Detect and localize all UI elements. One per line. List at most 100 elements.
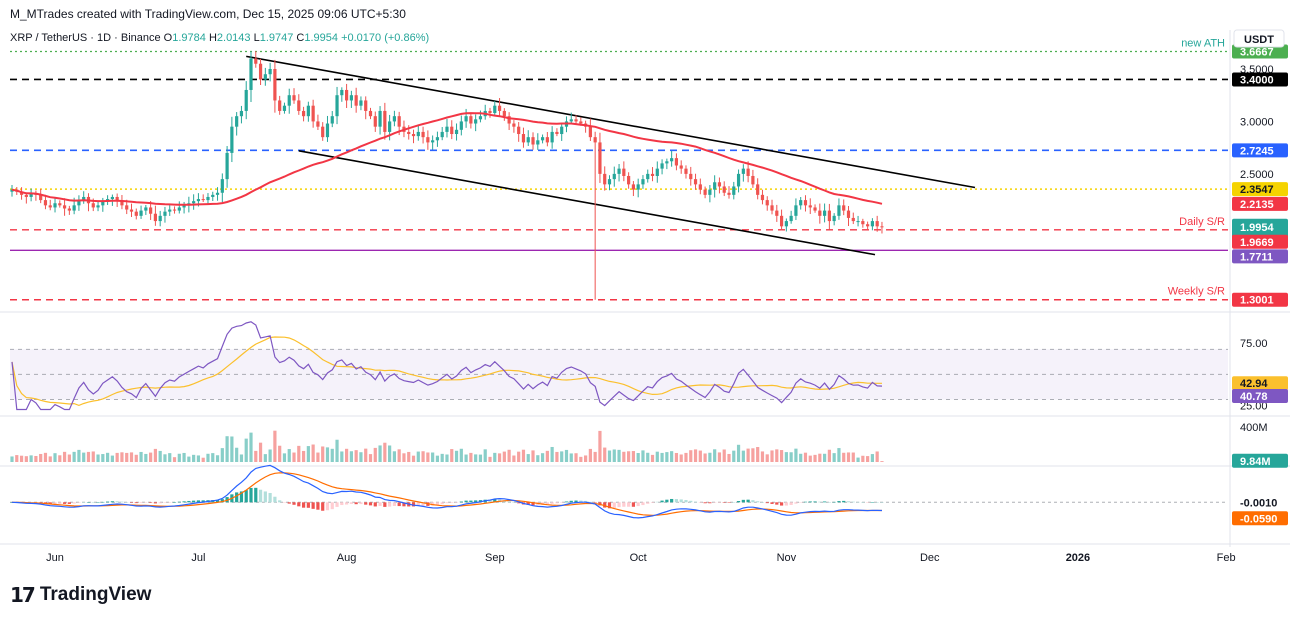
candle-body [416,131,420,137]
volume-bar [440,453,444,462]
volume-bar [263,454,267,462]
ma-line [11,112,883,206]
macd-histogram-bar [340,502,344,506]
macd-histogram-bar [86,502,91,503]
candle-body [502,110,506,117]
candle-body [39,194,43,201]
candle-body [569,119,573,122]
volume-bar [106,452,110,462]
candle-body [43,200,48,206]
candle-body [665,161,669,164]
legend-c-label: C [296,32,304,44]
chart-attribution: M_MTrades created with TradingView.com, … [10,7,406,21]
macd-histogram-bar [775,502,779,505]
candle-body [349,95,353,101]
candle-body [435,137,440,141]
volume-bar [278,445,282,462]
candle-body [717,182,722,187]
macd-histogram-bar [201,500,205,503]
candle-body [378,110,382,127]
macd-histogram-bar [799,502,803,503]
time-axis-label-6: Dec [920,552,940,564]
candle-body [149,207,153,214]
volume-bar [808,455,812,462]
candle-body [751,175,755,185]
macd-tag: -0.0010 [1240,497,1277,509]
macd-histogram-bar [550,502,554,504]
macd-histogram-bar [636,502,640,507]
volume-bar [588,448,592,462]
candle-body [870,221,874,227]
macd-histogram-bar [622,502,626,507]
candle-body [101,201,105,206]
price-tag-0: 3.6667 [1240,46,1274,58]
macd-histogram-bar [713,502,717,503]
macd-histogram-bar [411,502,416,507]
macd-histogram-bar [292,502,296,505]
signal-tag-bg [1232,511,1288,526]
candle-body [445,126,449,132]
candle-body [875,221,879,227]
volume-bar [392,451,396,462]
macd-histogram-bar [440,502,444,505]
macd-histogram-bar [784,502,788,506]
volume-bar [612,449,616,462]
volume-bar [521,449,526,462]
volume-bar [306,446,310,462]
candle-body [407,131,411,135]
volume-bar [564,449,569,462]
candle-body [450,126,454,135]
candle-body [230,126,234,153]
candle-body [646,173,650,180]
candle-body [58,203,62,206]
volume-bar [526,454,530,462]
macd-histogram-bar [268,492,272,503]
macd-histogram-bar [627,502,631,507]
candle-body [598,142,602,174]
volume-bar [650,454,655,462]
macd-histogram-bar [158,502,162,504]
price-tag-3: 2.3547 [1240,184,1274,196]
time-axis-label-7: 2026 [1066,552,1090,564]
candle-body [268,68,272,75]
candle-body [765,200,769,206]
volume-bar [870,454,874,462]
candle-body [297,100,301,111]
volume-bar [96,454,100,462]
volume-bar [53,453,57,462]
symbol-legend-text: XRP / TetherUS · 1D · Binance O1.9784 H2… [10,32,429,44]
candle-body [454,129,459,135]
macd-histogram-bar [493,499,497,503]
volume-bar [741,450,745,462]
volume-bar [875,451,879,462]
candle-body [784,221,788,227]
candle-body [464,116,468,122]
macd-histogram-bar [741,499,745,503]
macd-histogram-bar [182,501,186,503]
macd-histogram-bar [727,502,731,503]
macd-histogram-bar [330,502,334,510]
volume-bar [39,453,43,462]
price-tag-8: 1.7711 [1240,251,1273,263]
volume-bar [244,438,248,462]
rsi-ma-tag-bg [1232,376,1288,391]
macd-histogram-bar [469,500,473,503]
macd-histogram-bar [674,499,679,503]
volume-bar [168,453,172,462]
macd-histogram-bar [235,492,239,503]
candle-body [550,131,554,143]
macd-histogram-bar [779,502,784,506]
last-price-tag: 1.9954 [1240,222,1275,234]
candle-body [24,194,28,197]
candle-body [440,131,444,138]
volume-bar [15,455,19,462]
macd-histogram-bar [717,502,722,503]
candle-body [770,205,774,211]
candle-body [235,116,239,127]
macd-histogram-bar [789,502,793,505]
rsi-axis-label-0: 75.00 [1240,338,1268,350]
candle-body [67,208,71,211]
candle-body [741,168,745,174]
